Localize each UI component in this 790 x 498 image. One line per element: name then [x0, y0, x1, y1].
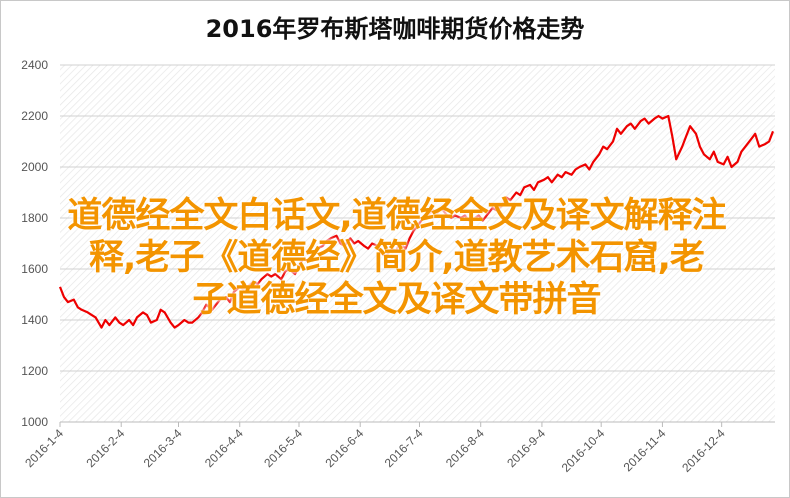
y-tick-label: 2200 [21, 109, 48, 123]
x-tick-label: 2016-8-4 [443, 426, 487, 470]
x-tick-label: 2016-7-4 [382, 426, 426, 470]
y-tick-label: 2000 [21, 160, 48, 174]
series-line [58, 114, 775, 329]
y-tick-label: 1600 [21, 262, 48, 276]
x-axis: 2016-1-4 2016-2-4 2016-3-4 2016-4-4 2016-5-4… [22, 421, 775, 475]
y-tick-label: 1200 [21, 364, 48, 378]
grid-lines [60, 64, 775, 423]
plot-area [60, 65, 775, 422]
y-tick-label: 2400 [21, 58, 48, 72]
x-tick-label: 2016-12-4 [679, 426, 728, 475]
y-tick-label: 1400 [21, 313, 48, 327]
y-tick-label: 1800 [21, 211, 48, 225]
x-tick-label: 2016-10-4 [559, 426, 608, 475]
x-tick-label: 2016-3-4 [141, 426, 185, 470]
y-axis: 1000 1200 1400 1600 1800 2000 2200 2400 [21, 58, 48, 429]
x-tick-label: 2016-4-4 [202, 426, 246, 470]
y-tick-label: 1000 [21, 415, 48, 429]
x-tick-label: 2016-9-4 [504, 426, 548, 470]
chart-title: 2016年罗布斯塔咖啡期货价格走势 [205, 15, 585, 43]
x-tick-label: 2016-2-4 [83, 426, 127, 470]
x-tick-label: 2016-5-4 [261, 426, 305, 470]
x-tick-label: 2016-11-4 [621, 426, 669, 474]
x-tick-label: 2016-6-4 [322, 426, 366, 470]
x-tick-label: 2016-1-4 [22, 426, 66, 470]
